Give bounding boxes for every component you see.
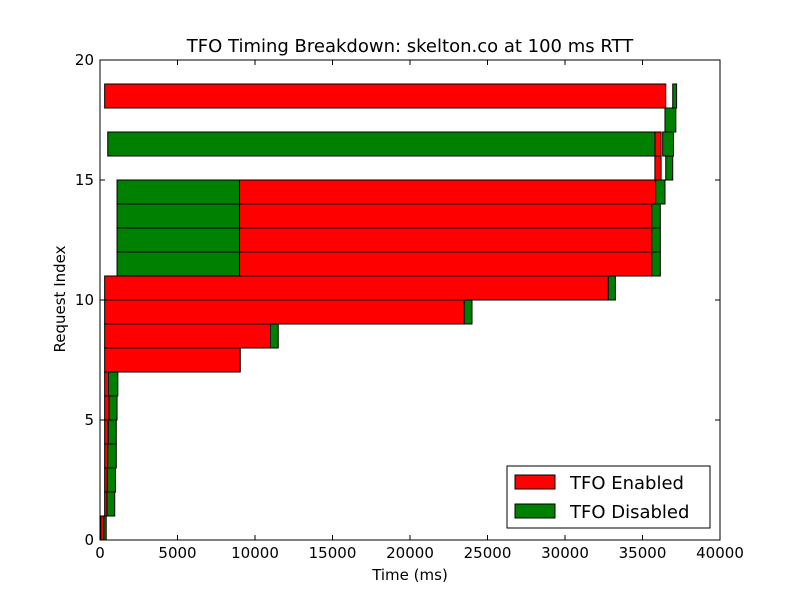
bar-tfo-enabled-5 — [104, 395, 110, 421]
y-tick-label: 5 — [84, 411, 94, 429]
bar-tfo-disabled-10 — [607, 275, 616, 301]
x-tick-label: 35000 — [619, 544, 667, 562]
x-tick-label: 15000 — [309, 544, 357, 562]
x-tick-label: 40000 — [696, 544, 744, 562]
bar-tfo-enabled-4 — [104, 419, 109, 445]
bar-tfo-enabled-11 — [239, 251, 653, 277]
y-tick-label: 0 — [84, 531, 94, 549]
bar-tfo-disabled-0 — [103, 515, 107, 541]
bar-tfo-disabled-1 — [106, 491, 116, 517]
bar-tfo-disabled-18 — [672, 83, 678, 109]
x-tick-label: 10000 — [231, 544, 279, 562]
bar-tfo-disabled-2 — [106, 467, 117, 493]
bar-tfo-enabled-15 — [654, 155, 662, 181]
bar-tfo-disabled-8 — [270, 323, 279, 349]
bar-tfo-enabled-16 — [654, 131, 662, 157]
bar-tfo-disabled-9 — [463, 299, 473, 325]
bar-tfo-disabled-4 — [107, 419, 117, 445]
bar-tfo-disabled-17 — [664, 107, 677, 133]
bar-tfo-disabled-14 — [655, 179, 666, 205]
x-tick-label: 30000 — [541, 544, 589, 562]
y-tick-label: 10 — [75, 291, 94, 309]
bar-tfo-disabled-11 — [651, 251, 661, 277]
bar-tfo-disabled-13 — [116, 203, 240, 229]
x-tick-label: 0 — [95, 544, 105, 562]
legend-swatch-tfo-disabled — [514, 503, 556, 519]
bar-tfo-enabled-9 — [104, 299, 465, 325]
bar-tfo-enabled-12 — [239, 227, 653, 253]
y-tick-label: 15 — [75, 171, 94, 189]
bar-tfo-enabled-8 — [104, 323, 272, 349]
bar-tfo-disabled-12 — [116, 227, 240, 253]
bar-tfo-disabled-13 — [651, 203, 661, 229]
bar-tfo-disabled-12 — [651, 227, 661, 253]
x-tick-label: 25000 — [464, 544, 512, 562]
bar-tfo-disabled-15 — [665, 155, 674, 181]
axes: 0 5000 10000 15000 20000 25000 30000 35000 40000… — [75, 51, 744, 562]
plot-area — [100, 83, 678, 541]
bar-tfo-disabled-3 — [107, 443, 117, 469]
y-tick-label: 20 — [75, 51, 94, 69]
y-axis-label: Request Index — [51, 245, 69, 352]
chart-title: TFO Timing Breakdown: skelton.co at 100 … — [186, 36, 634, 57]
legend: TFO Enabled TFO Disabled — [506, 465, 711, 529]
x-tick-label: 5000 — [158, 544, 196, 562]
legend-label-tfo-enabled: TFO Enabled — [569, 473, 684, 494]
bar-tfo-disabled-16 — [662, 131, 675, 157]
bar-tfo-enabled-14 — [239, 179, 657, 205]
bar-tfo-enabled-13 — [239, 203, 653, 229]
bar-tfo-disabled-14 — [116, 179, 240, 205]
x-tick-label: 20000 — [386, 544, 434, 562]
bar-tfo-disabled-16 — [107, 131, 656, 157]
bar-tfo-enabled-10 — [104, 275, 609, 301]
bar-tfo-disabled-6 — [108, 371, 119, 397]
bar-tfo-enabled-6 — [104, 371, 110, 397]
bar-tfo-disabled-11 — [116, 251, 240, 277]
x-axis-label: Time (ms) — [371, 566, 448, 584]
bar-tfo-enabled-18 — [104, 83, 667, 109]
legend-label-tfo-disabled: TFO Disabled — [569, 502, 689, 523]
bar-tfo-enabled-7 — [104, 347, 241, 373]
bar-tfo-disabled-5 — [108, 395, 118, 421]
legend-swatch-tfo-enabled — [514, 474, 556, 490]
